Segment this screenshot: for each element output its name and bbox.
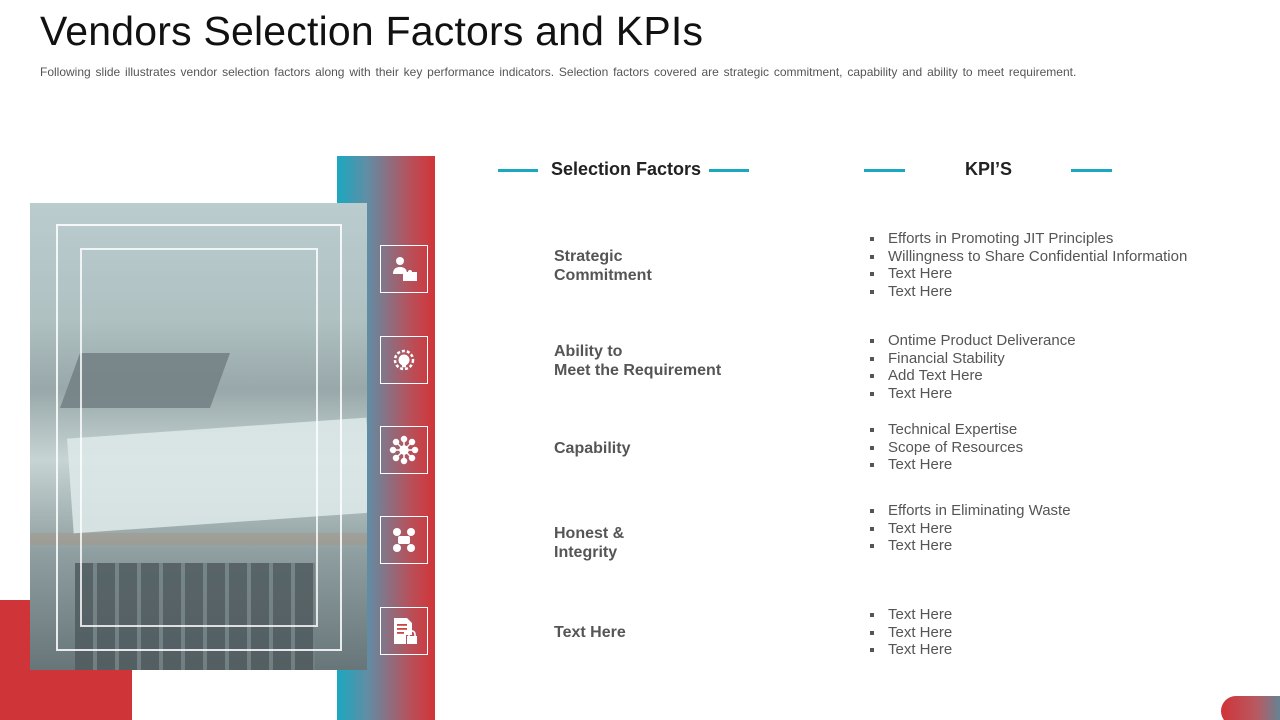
factor-line: Integrity [554,544,618,561]
factor-honest-integrity: Honest & Integrity [554,524,624,562]
factor-line: Ability to [554,343,623,360]
kpi-item: Willingness to Share Confidential Inform… [870,248,1187,266]
kpi-item: Scope of Resources [870,439,1023,457]
office-laptop-photo [30,203,367,670]
kpi-item: Ontime Product Deliverance [870,332,1076,350]
kpi-item: Text Here [870,606,952,624]
kpi-item: Text Here [870,385,1076,403]
kpis-header-dash-right [1071,169,1112,172]
factor-line: Meet the Requirement [554,362,722,379]
kpi-list-strategic-commitment: Efforts in Promoting JIT Principles Will… [870,230,1187,300]
kpi-item: Financial Stability [870,350,1076,368]
kpi-list-honest-integrity: Efforts in Eliminating Waste Text Here T… [870,502,1071,555]
factor-strategic-commitment: Strategic Commitment [554,247,652,285]
kpi-item: Text Here [870,456,1023,474]
kpi-list-capability: Technical Expertise Scope of Resources T… [870,421,1023,474]
kpis-header: KPI’S [965,159,1013,179]
network-people-icon [380,426,428,474]
slide-subtitle: Following slide illustrates vendor selec… [40,65,1077,79]
kpi-item: Text Here [870,624,952,642]
slide-title: Vendors Selection Factors and KPIs [40,8,704,54]
handshake-gears-icon [380,516,428,564]
photo-keyboard-shape [75,563,315,670]
kpi-item: Text Here [870,520,1071,538]
kpi-item: Text Here [870,283,1187,301]
factor-line: Capability [554,440,631,457]
factors-header: Selection Factors [551,159,702,179]
corner-gradient-pill [1221,696,1280,720]
kpi-item: Efforts in Promoting JIT Principles [870,230,1187,248]
kpi-item: Add Text Here [870,367,1076,385]
factor-line: Strategic [554,248,623,265]
kpi-item: Text Here [870,265,1187,283]
kpi-list-ability-to-meet-requirement: Ontime Product Deliverance Financial Sta… [870,332,1076,402]
factor-capability: Capability [554,439,630,458]
factor-line: Commitment [554,267,652,284]
kpi-list-text-here: Text Here Text Here Text Here [870,606,952,659]
kpi-item: Text Here [870,641,952,659]
photo-tint [30,203,367,670]
kpi-item: Efforts in Eliminating Waste [870,502,1071,520]
kpi-item: Text Here [870,537,1071,555]
factor-line: Honest & [554,525,625,542]
photo-desk-shape [30,533,367,545]
document-lock-icon [380,607,428,655]
factors-header-dash-right [709,169,749,172]
factor-ability-to-meet-requirement: Ability to Meet the Requirement [554,342,721,380]
kpi-item: Technical Expertise [870,421,1023,439]
photo-inner-frame [80,248,318,627]
factor-text-here: Text Here [554,623,626,642]
lightbulb-gear-icon [380,336,428,384]
photo-outer-frame [56,224,342,651]
kpis-header-dash-left [864,169,905,172]
factors-header-dash-left [498,169,538,172]
factor-line: Text Here [554,624,626,641]
business-person-puzzle-icon [380,245,428,293]
